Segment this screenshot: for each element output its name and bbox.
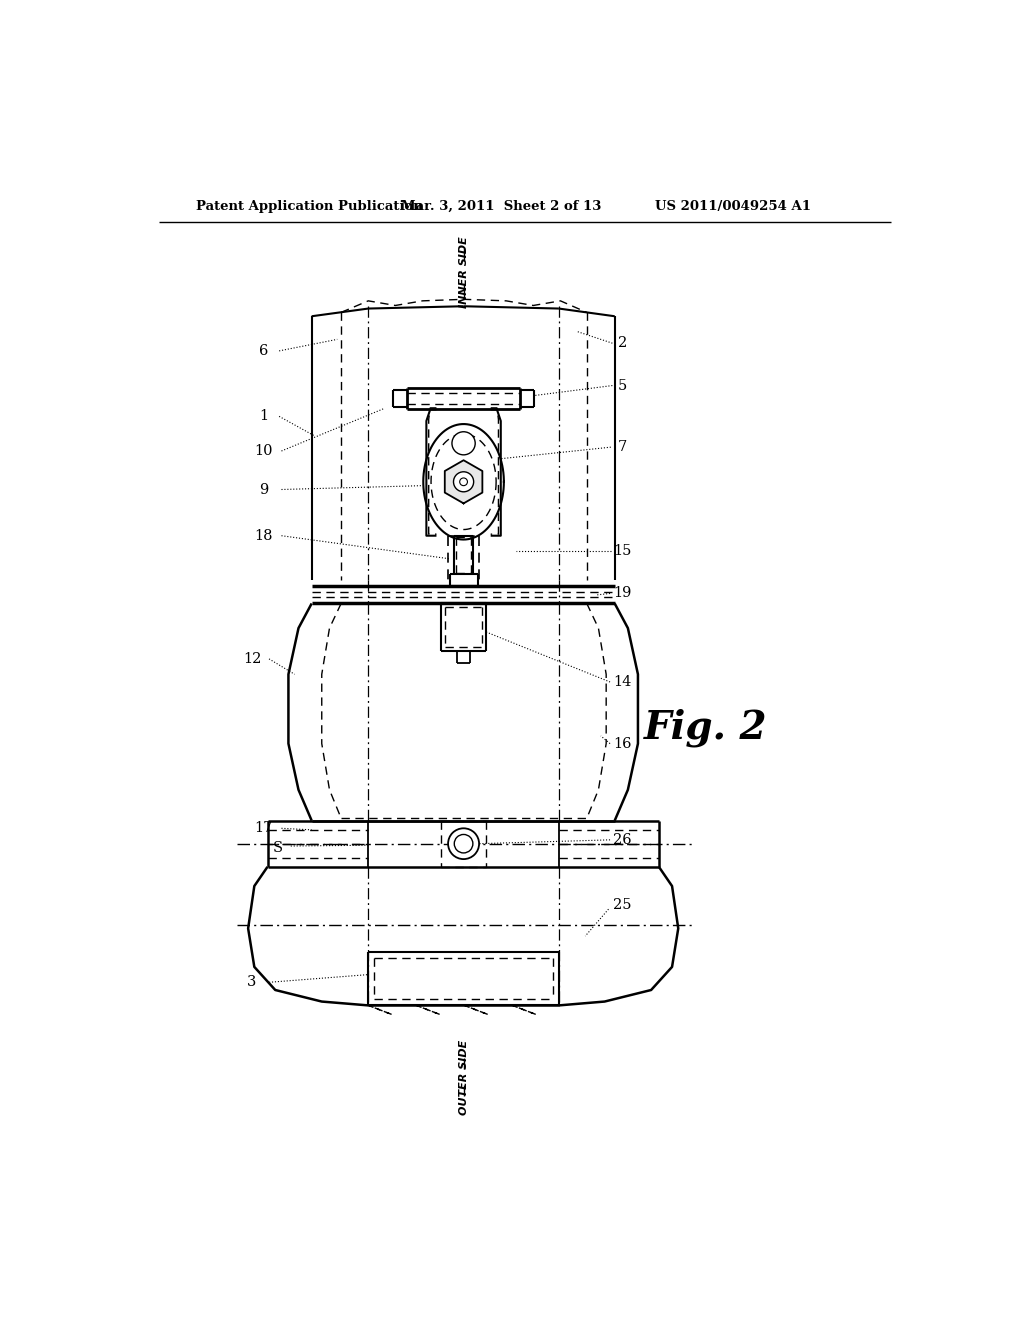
Text: 17: 17 [254,821,272,836]
Circle shape [454,471,474,492]
Text: 2: 2 [617,337,627,350]
Text: S: S [272,841,283,854]
Text: 19: 19 [613,586,632,601]
Text: 25: 25 [613,899,632,912]
Text: 12: 12 [243,652,261,665]
Text: INNER SIDE: INNER SIDE [459,236,469,309]
Circle shape [449,829,479,859]
Text: 26: 26 [613,833,632,847]
Polygon shape [444,461,482,503]
Circle shape [455,834,473,853]
Text: 5: 5 [617,379,627,392]
Text: Mar. 3, 2011  Sheet 2 of 13: Mar. 3, 2011 Sheet 2 of 13 [400,199,601,213]
Text: 14: 14 [613,675,632,689]
Text: 16: 16 [613,737,632,751]
Text: 7: 7 [617,440,627,454]
Text: Fig. 2: Fig. 2 [644,709,767,747]
Text: US 2011/0049254 A1: US 2011/0049254 A1 [655,199,811,213]
Text: 15: 15 [613,544,632,558]
Text: 18: 18 [254,529,272,543]
Circle shape [452,432,475,455]
Text: 9: 9 [259,483,268,496]
Text: 10: 10 [254,444,272,458]
Text: OUTER SIDE: OUTER SIDE [459,1039,469,1114]
Circle shape [460,478,467,486]
Text: 6: 6 [259,345,268,358]
Text: Patent Application Publication: Patent Application Publication [197,199,423,213]
Text: 3: 3 [248,975,257,989]
Text: 1: 1 [259,409,268,424]
